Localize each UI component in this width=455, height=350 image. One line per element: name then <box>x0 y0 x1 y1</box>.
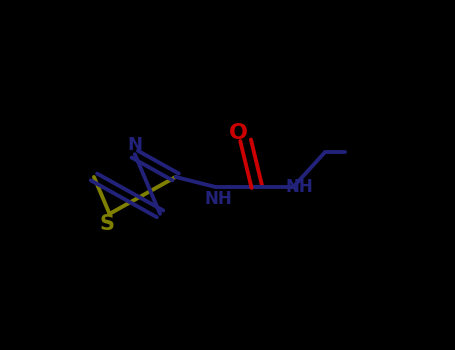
Text: O: O <box>229 123 248 144</box>
Text: S: S <box>100 214 115 234</box>
Text: NH: NH <box>205 190 233 208</box>
Text: NH: NH <box>286 178 314 196</box>
Text: N: N <box>127 136 142 154</box>
